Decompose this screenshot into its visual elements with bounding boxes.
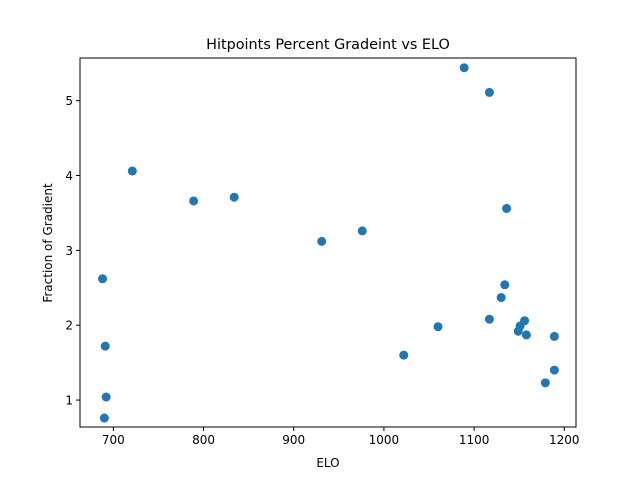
data-point [459, 63, 469, 73]
data-point [500, 280, 510, 290]
data-point [496, 293, 506, 303]
data-point [317, 236, 327, 246]
axis-ticks: 700 800 900 1000 1100 1200 1 2 3 4 5 [65, 94, 579, 447]
data-point [100, 341, 110, 351]
data-point [399, 350, 409, 360]
y-tick-label: 3 [65, 244, 73, 258]
x-tick-label: 800 [192, 433, 215, 447]
data-point [540, 378, 550, 388]
data-point [521, 330, 531, 340]
data-point [549, 365, 559, 375]
data-point [502, 203, 512, 213]
y-tick-label: 2 [65, 319, 73, 333]
y-tick-label: 5 [65, 94, 73, 108]
data-point [189, 196, 199, 206]
data-point [98, 274, 108, 284]
x-tick-label: 1000 [369, 433, 400, 447]
y-tick-label: 1 [65, 394, 73, 408]
data-point [101, 392, 111, 402]
data-point [99, 413, 109, 423]
data-point [549, 331, 559, 341]
data-point [520, 316, 530, 326]
data-point [357, 226, 367, 236]
data-point [433, 322, 443, 332]
data-point [484, 87, 494, 97]
y-tick-label: 4 [65, 169, 73, 183]
chart-title: Hitpoints Percent Gradeint vs ELO [206, 37, 450, 53]
data-point [484, 314, 494, 324]
x-tick-label: 700 [102, 433, 125, 447]
data-point [127, 166, 137, 176]
x-tick-label: 1200 [549, 433, 580, 447]
data-points [98, 63, 559, 423]
y-axis-label: Fraction of Gradient [41, 183, 55, 303]
data-point [229, 192, 239, 202]
x-axis-label: ELO [316, 456, 339, 470]
x-tick-label: 1100 [459, 433, 490, 447]
plot-frame [79, 57, 577, 428]
x-tick-label: 900 [282, 433, 305, 447]
